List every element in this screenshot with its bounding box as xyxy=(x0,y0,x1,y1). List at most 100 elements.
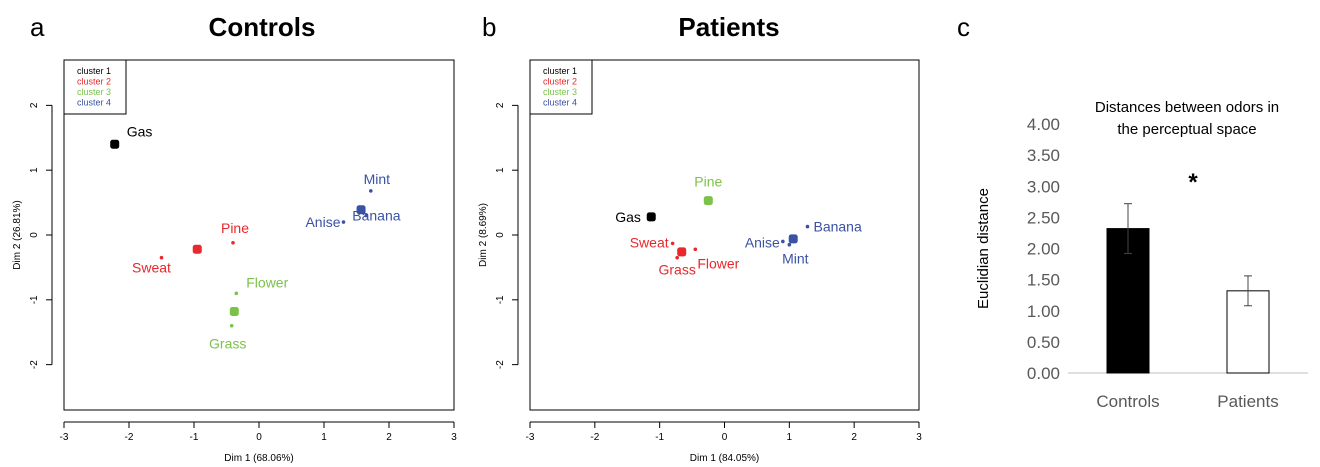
panel-c-title-line-1: Distances between odors in xyxy=(1095,99,1279,116)
panel-c-letter: c xyxy=(957,12,970,42)
odor-label: Gas xyxy=(127,123,153,139)
x-tick-label: 2 xyxy=(386,432,392,443)
cluster-centroid xyxy=(229,306,239,316)
odor-point xyxy=(670,241,675,246)
odor-point xyxy=(159,255,164,260)
legend-entry: cluster 2 xyxy=(543,77,577,87)
category-label: Patients xyxy=(1217,392,1278,411)
y-tick-label: -2 xyxy=(29,360,40,369)
odor-point xyxy=(234,291,239,296)
odor-label: Banana xyxy=(813,219,861,235)
y-axis-label: Dim 2 (26.81%) xyxy=(12,200,23,269)
y-tick-label: 0 xyxy=(29,232,40,238)
y-tick-label: 0.50 xyxy=(1027,333,1060,352)
odor-label: Flower xyxy=(697,255,739,271)
y-tick-label: -1 xyxy=(29,295,40,304)
category-label: Controls xyxy=(1096,392,1159,411)
legend-entry: cluster 3 xyxy=(77,87,111,97)
y-tick-label: 3.50 xyxy=(1027,146,1060,165)
plot-frame xyxy=(63,59,455,411)
panel-a-title: Controls xyxy=(209,12,316,42)
odor-point xyxy=(675,255,679,260)
x-tick-label: -3 xyxy=(526,432,535,443)
plot-patients: -3 -2 -1 0 1 2 3 Dim 1 (84.05%) -2 -1 0 1 2 Dim 2 (8.… xyxy=(478,59,922,464)
legend-entry: cluster 2 xyxy=(77,77,111,87)
x-tick-label: 2 xyxy=(851,432,857,443)
x-tick-label: 0 xyxy=(256,432,262,443)
legend-entry: cluster 4 xyxy=(77,98,111,108)
odor-point xyxy=(369,189,373,193)
odor-label: Sweat xyxy=(132,260,171,276)
odor-label: Mint xyxy=(364,171,391,187)
cluster-centroid xyxy=(356,205,366,215)
plot-controls: -3 -2 -1 0 1 2 3 Dim 1 (68.06%) -2 -1 0 1 2 Dim 2 (26… xyxy=(12,59,457,464)
odor-point xyxy=(781,239,785,244)
y-tick-label: 2 xyxy=(29,102,40,108)
x-tick-label: 1 xyxy=(787,432,793,443)
legend-entry: cluster 1 xyxy=(77,66,111,76)
x-tick-label: -2 xyxy=(125,432,134,443)
odor-point xyxy=(805,224,810,229)
significance-asterisk: * xyxy=(1188,169,1198,196)
legend-entry: cluster 4 xyxy=(543,98,577,108)
y-tick-label: 1.00 xyxy=(1027,302,1060,321)
legend-box xyxy=(63,59,127,115)
odor-label: Pine xyxy=(221,220,249,236)
odor-point xyxy=(341,220,346,224)
cluster-centroid xyxy=(192,244,202,254)
odor-point xyxy=(364,213,369,218)
odor-point xyxy=(649,215,654,219)
odor-label: Sweat xyxy=(630,234,669,250)
odor-label: Gas xyxy=(615,209,641,225)
odor-label: Grass xyxy=(209,336,246,352)
x-tick-label: -1 xyxy=(190,432,199,443)
odor-point xyxy=(229,323,234,328)
y-tick-label: -2 xyxy=(495,360,506,369)
x-axis-label: Dim 1 (68.06%) xyxy=(224,453,293,464)
x-tick-label: 3 xyxy=(451,432,457,443)
x-tick-label: 3 xyxy=(916,432,922,443)
odor-label: Anise xyxy=(305,214,340,230)
odor-label: Anise xyxy=(745,234,780,250)
y-tick-label: 0 xyxy=(495,232,506,238)
y-tick-label: 2 xyxy=(495,102,506,108)
odor-point xyxy=(693,247,698,252)
y-tick-label: 2.00 xyxy=(1027,240,1060,259)
y-tick-label: 1 xyxy=(29,167,40,173)
odor-label: Grass xyxy=(658,262,695,278)
odor-point xyxy=(787,242,792,247)
odor-label: Mint xyxy=(782,251,809,267)
y-tick-label: 3.00 xyxy=(1027,177,1060,196)
x-tick-label: -1 xyxy=(655,432,664,443)
odor-label: Pine xyxy=(694,174,722,190)
panel-b-letter: b xyxy=(482,12,496,42)
odor-label: Banana xyxy=(352,208,400,224)
y-tick-label: 0.00 xyxy=(1027,364,1060,383)
cluster-centroid xyxy=(788,234,798,244)
plot-distances: Distances between odors in the perceptua… xyxy=(975,99,1308,411)
y-tick-label: 1 xyxy=(495,167,506,173)
legend-box xyxy=(529,59,593,115)
y-axis-label: Euclidian distance xyxy=(975,188,992,309)
odor-point xyxy=(112,142,117,147)
legend-entry: cluster 1 xyxy=(543,66,577,76)
x-tick-label: 1 xyxy=(321,432,327,443)
y-tick-label: 4.00 xyxy=(1027,115,1060,134)
y-tick-label: -1 xyxy=(495,295,506,304)
cluster-centroid xyxy=(677,247,687,257)
x-tick-label: -2 xyxy=(590,432,599,443)
y-axis-label: Dim 2 (8.69%) xyxy=(478,203,489,267)
y-tick-label: 1.50 xyxy=(1027,271,1060,290)
y-tick-label: 2.50 xyxy=(1027,208,1060,227)
panel-a-letter: a xyxy=(30,12,45,42)
x-tick-label: 0 xyxy=(722,432,728,443)
legend-entry: cluster 3 xyxy=(543,87,577,97)
odor-point xyxy=(231,240,235,245)
plot-frame xyxy=(529,59,920,411)
odor-label: Flower xyxy=(246,274,288,290)
odor-point xyxy=(706,198,711,203)
panel-b-title: Patients xyxy=(678,12,779,42)
x-tick-label: -3 xyxy=(60,432,69,443)
x-axis-label: Dim 1 (84.05%) xyxy=(690,453,759,464)
